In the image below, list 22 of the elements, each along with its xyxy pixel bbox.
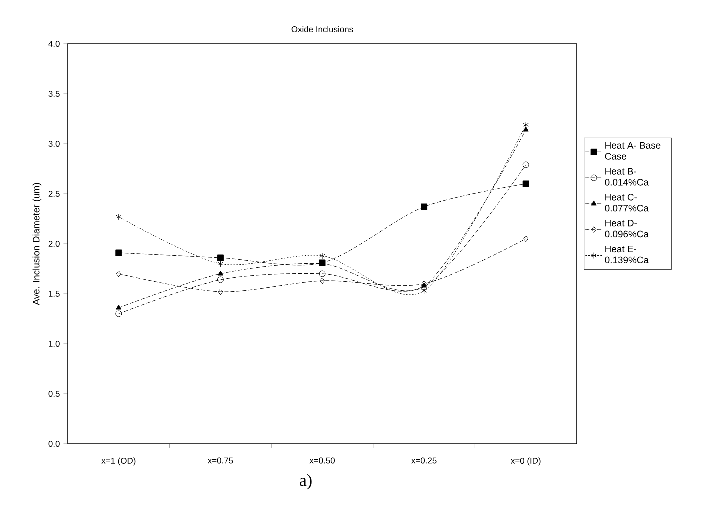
- legend-label: Heat A- Base Case: [605, 142, 661, 160]
- x-tick-label: x=0.75: [208, 458, 234, 464]
- legend-label: Heat D- 0.096%Ca: [605, 220, 650, 238]
- y-tick-label: 4.0: [48, 41, 60, 47]
- legend-label: Heat E- 0.139%Ca: [605, 246, 650, 264]
- legend-label: Heat B- 0.014%Ca: [605, 168, 650, 186]
- chart-title: Oxide Inclusions: [292, 26, 354, 33]
- text: a): [300, 474, 312, 490]
- x-tick-label: x=0.50: [310, 458, 335, 464]
- y-tick-label: 3.5: [48, 91, 60, 97]
- y-tick-label: 2.0: [48, 241, 60, 247]
- x-tick-label: x=1 (OD): [102, 458, 136, 466]
- y-tick-label: 3.0: [48, 141, 60, 147]
- y-tick-label: 0.5: [48, 391, 60, 397]
- y-tick-label: 1.5: [49, 291, 60, 297]
- y-tick-label: 2.5: [48, 191, 60, 197]
- y-tick-label: 1.0: [49, 341, 60, 347]
- legend-label: Heat C- 0.077%Ca: [605, 194, 650, 212]
- x-tick-label: x=0.25: [412, 458, 437, 464]
- x-tick-label: x=0 (ID): [511, 458, 541, 466]
- y-tick-label: 0.0: [48, 441, 60, 447]
- y-axis-title: Ave. Inclusion Diameter (um): [32, 183, 42, 306]
